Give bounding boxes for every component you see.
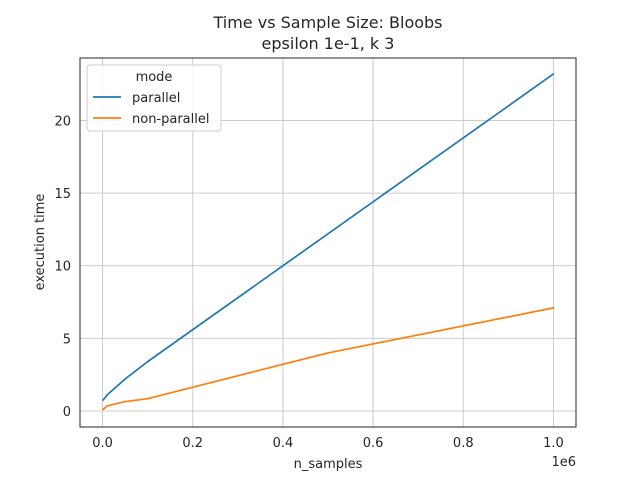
x-axis-label: n_samples: [294, 457, 363, 472]
x-axis-offset-label: 1e6: [551, 455, 576, 470]
tick-labels: 0.0 0.2 0.4 0.6 0.8 1.0 0 5 10 15 20: [54, 114, 563, 451]
legend-label-parallel: parallel: [132, 91, 180, 106]
legend: mode parallel non-parallel: [86, 64, 222, 132]
legend-title: mode: [136, 70, 173, 85]
plot-frame: [79, 57, 577, 428]
x-tick-label: 0.0: [92, 436, 113, 451]
series-line-non-parallel: [102, 307, 555, 411]
y-tick-label: 15: [54, 187, 71, 202]
series-line-parallel: [102, 73, 555, 401]
chart-title-line-1: Time vs Sample Size: Bloobs: [212, 13, 442, 32]
x-tick-label: 0.8: [453, 436, 474, 451]
x-tick-label: 0.2: [182, 436, 203, 451]
y-tick-label: 0: [63, 405, 71, 420]
x-tick-label: 1.0: [543, 436, 564, 451]
x-tick-label: 0.4: [273, 436, 294, 451]
y-tick-label: 20: [54, 114, 71, 129]
legend-label-non-parallel: non-parallel: [132, 112, 210, 127]
series-lines: [102, 73, 555, 411]
x-tick-label: 0.6: [363, 436, 384, 451]
legend-box: [86, 64, 222, 132]
chart-title-line-2: epsilon 1e-1, k 3: [262, 34, 395, 53]
y-axis-label: execution time: [33, 194, 48, 291]
y-tick-label: 5: [63, 332, 71, 347]
y-tick-label: 10: [54, 260, 71, 275]
